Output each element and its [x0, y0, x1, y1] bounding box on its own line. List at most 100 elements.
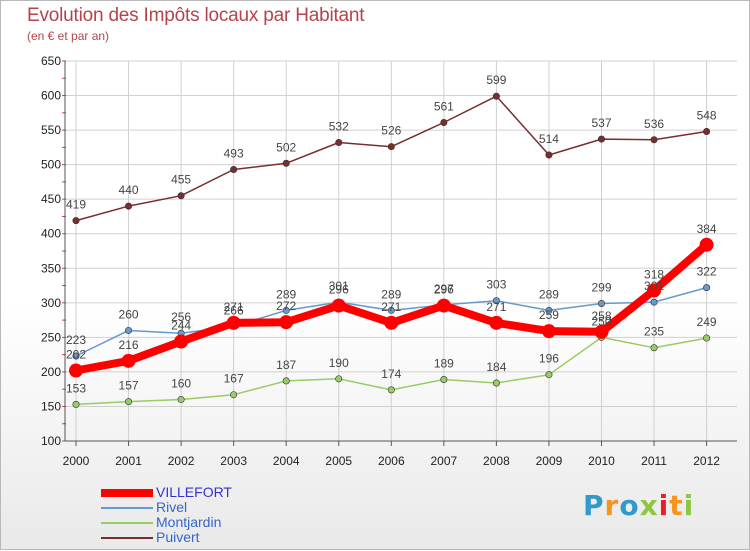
data-point-puivert — [177, 192, 185, 200]
data-label-villefort: 202 — [66, 348, 86, 362]
data-point-montjardin — [125, 398, 133, 406]
data-label-villefort: 216 — [119, 338, 139, 352]
x-tick-label: 2008 — [483, 454, 510, 468]
axes: 100 150 200 250 300 350 400 450 500 550 600 650 2000… — [41, 54, 737, 468]
data-label-villefort: 244 — [171, 319, 191, 333]
data-label-villefort: 296 — [329, 283, 349, 297]
data-point-montjardin — [545, 371, 553, 379]
legend-swatch — [101, 507, 153, 509]
data-point-montjardin — [335, 375, 343, 383]
legend-label: Montjardin — [156, 514, 222, 530]
data-point-villefort — [594, 324, 609, 339]
data-label-rivel: 266 — [224, 303, 244, 317]
x-tick-label: 2007 — [430, 454, 457, 468]
data-point-puivert — [230, 165, 238, 173]
data-label-rivel: 299 — [591, 281, 611, 295]
data-point-puivert — [72, 217, 80, 225]
data-point-montjardin — [650, 344, 658, 352]
data-label-villefort: 318 — [644, 267, 664, 281]
data-point-montjardin — [440, 376, 448, 384]
data-point-rivel — [650, 298, 658, 306]
data-point-villefort — [436, 298, 451, 313]
data-label-puivert: 548 — [697, 108, 717, 122]
data-label-montjardin: 196 — [539, 352, 559, 366]
data-label-rivel: 223 — [66, 333, 86, 347]
data-point-rivel — [72, 352, 80, 360]
data-label-rivel: 301 — [644, 279, 664, 293]
data-label-villefort: 271 — [381, 300, 401, 314]
data-label-puivert: 599 — [486, 73, 506, 87]
series-lines — [69, 92, 714, 408]
data-point-puivert — [545, 151, 553, 159]
logo-letter: o — [619, 489, 640, 522]
data-point-villefort — [384, 315, 399, 330]
data-point-puivert — [650, 136, 658, 144]
x-tick-label: 2009 — [536, 454, 563, 468]
data-point-puivert — [440, 118, 448, 126]
data-point-puivert — [492, 92, 500, 100]
data-point-villefort — [226, 315, 241, 330]
legend-swatch — [101, 489, 153, 497]
data-label-rivel: 256 — [171, 310, 191, 324]
data-label-montjardin: 153 — [66, 381, 86, 395]
data-label-montjardin: 249 — [697, 315, 717, 329]
data-point-rivel — [387, 306, 395, 314]
data-point-montjardin — [703, 334, 711, 342]
data-label-rivel: 260 — [119, 307, 139, 321]
y-tick-label: 550 — [41, 123, 61, 137]
data-point-montjardin — [177, 396, 185, 404]
data-point-villefort — [647, 283, 662, 298]
data-point-villefort — [331, 298, 346, 313]
data-label-puivert: 455 — [171, 173, 191, 187]
data-point-villefort — [489, 315, 504, 330]
data-label-rivel: 322 — [697, 265, 717, 279]
y-tick-label: 200 — [41, 365, 61, 379]
legend-swatch — [101, 537, 153, 539]
x-tick-label: 2012 — [693, 454, 720, 468]
y-tick-label: 100 — [41, 434, 61, 448]
data-point-montjardin — [387, 386, 395, 394]
y-tick-label: 450 — [41, 192, 61, 206]
data-label-puivert: 419 — [66, 198, 86, 212]
data-label-montjardin: 167 — [224, 372, 244, 386]
data-label-villefort: 271 — [224, 300, 244, 314]
data-point-montjardin — [72, 400, 80, 408]
data-point-villefort — [699, 237, 714, 252]
y-tick-label: 400 — [41, 227, 61, 241]
data-point-rivel — [125, 326, 133, 334]
data-point-rivel — [703, 284, 711, 292]
x-tick-label: 2003 — [220, 454, 247, 468]
logo-letter: r — [604, 489, 620, 522]
data-point-puivert — [125, 202, 133, 210]
legend-label: VILLEFORT — [156, 484, 232, 500]
y-tick-label: 600 — [41, 89, 61, 103]
data-label-rivel: 301 — [329, 279, 349, 293]
x-tick-label: 2010 — [588, 454, 615, 468]
data-label-puivert: 536 — [644, 117, 664, 131]
x-tick-label: 2001 — [115, 454, 142, 468]
proxiti-logo: Proxiti — [583, 489, 694, 522]
data-label-puivert: 514 — [539, 132, 559, 146]
y-tick-label: 300 — [41, 296, 61, 310]
data-label-puivert: 561 — [434, 99, 454, 113]
y-tick-label: 350 — [41, 261, 61, 275]
data-labels: 202 216 244 271 272 296 271 296 271 259 258 318 384 2… — [66, 73, 717, 395]
data-point-villefort — [69, 363, 83, 378]
data-label-rivel: 289 — [539, 287, 559, 301]
data-point-puivert — [703, 127, 711, 135]
logo-letter: P — [583, 489, 605, 522]
data-point-villefort — [121, 353, 136, 368]
data-label-puivert: 440 — [119, 183, 139, 197]
data-label-montjardin: 160 — [171, 377, 191, 391]
legend-label: Rivel — [156, 499, 188, 515]
data-point-villefort — [279, 315, 294, 330]
x-tick-label: 2004 — [273, 454, 300, 468]
logo-letter: t — [669, 489, 684, 522]
data-label-montjardin: 189 — [434, 357, 454, 371]
x-tick-label: 2000 — [63, 454, 90, 468]
data-label-villefort: 271 — [486, 300, 506, 314]
data-label-villefort: 384 — [697, 222, 717, 236]
data-label-rivel: 303 — [486, 278, 506, 292]
